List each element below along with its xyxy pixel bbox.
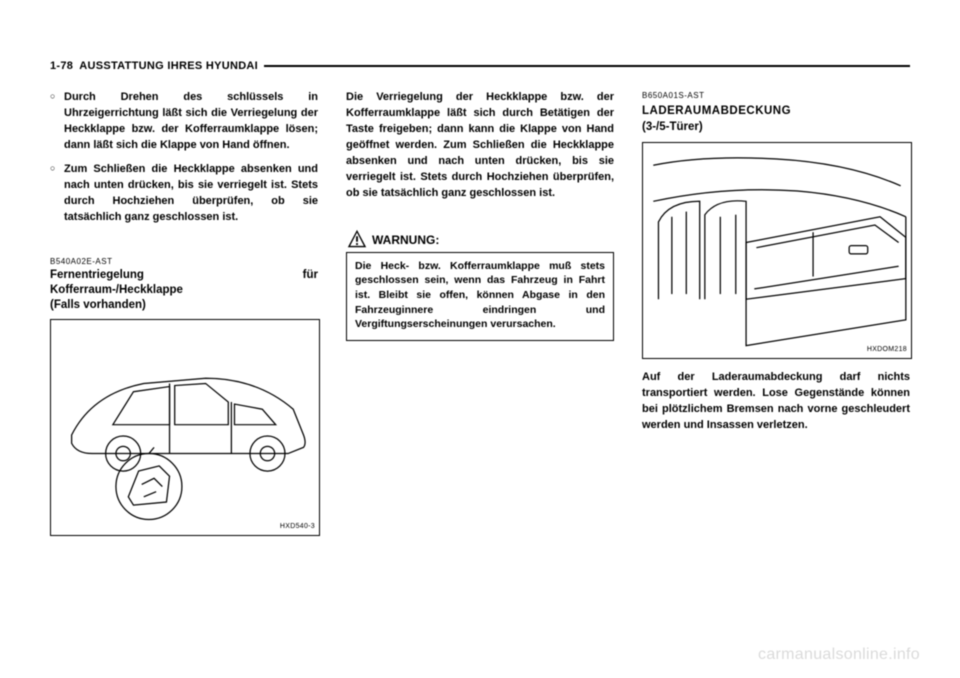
warning-box: Die Heck- bzw. Kofferraumklappe muß stet… (346, 252, 614, 341)
page-number: 1-78 (50, 60, 73, 72)
figure-code: HXDOM218 (867, 345, 907, 355)
variant-detail: (3-/5-Türer) (642, 119, 910, 136)
warning-text: Die Heck- bzw. Kofferraumklappe muß stet… (355, 260, 605, 331)
heading-word: Kofferraum-/Heckklappe (50, 284, 183, 296)
watermark: carmanualsonline.info (758, 646, 920, 664)
header-rule (264, 65, 910, 67)
page-header: 1-78 AUSSTATTUNG IHRES HYUNDAI (50, 60, 910, 72)
section-title: AUSSTATTUNG IHRES HYUNDAI (79, 60, 258, 72)
column-1: Durch Drehen des schlüssels in Uhrzeiger… (50, 90, 318, 546)
bullet-item: Zum Schließen die Heckklappe absenken un… (50, 162, 318, 226)
cargo-cover-heading: LADERAUMABDECKUNG (642, 103, 910, 120)
warning-label: WARNUNG: (372, 232, 439, 249)
heading-word: (Falls vorhanden) (50, 299, 146, 311)
bullet-item: Durch Drehen des schlüssels in Uhrzeiger… (50, 90, 318, 154)
heading-word: Fernentriegelung (50, 269, 144, 281)
car-sedan-svg (51, 320, 319, 529)
warning-heading: WARNUNG: (346, 228, 614, 250)
column-2: Die Verriegelung der Heckklappe bzw. der… (346, 90, 614, 546)
cargo-cover-svg (643, 143, 911, 352)
cargo-cover-caption: Auf der Laderaumabdeckung darf nichts tr… (642, 370, 910, 434)
figure-code: HXD540-3 (280, 522, 315, 532)
illustration-remote-release: HXD540-3 (50, 319, 320, 536)
column-3: B650A01S-AST LADERAUMABDECKUNG (3-/5-Tür… (642, 90, 910, 546)
page-container: 1-78 AUSSTATTUNG IHRES HYUNDAI Durch Dre… (0, 0, 960, 678)
heading-tag: für (303, 268, 318, 283)
section-code: B650A01S-AST (642, 90, 910, 102)
bullet-list: Durch Drehen des schlüssels in Uhrzeiger… (50, 90, 318, 226)
closing-instructions: Die Verriegelung der Heckklappe bzw. der… (346, 90, 614, 202)
warning-icon (346, 228, 368, 250)
remote-release-heading: Fernentriegelung für Kofferraum-/Heckkla… (50, 268, 318, 313)
columns-container: Durch Drehen des schlüssels in Uhrzeiger… (50, 90, 910, 546)
section-code: B540A02E-AST (50, 256, 318, 268)
illustration-cargo-cover: HXDOM218 (642, 142, 912, 359)
